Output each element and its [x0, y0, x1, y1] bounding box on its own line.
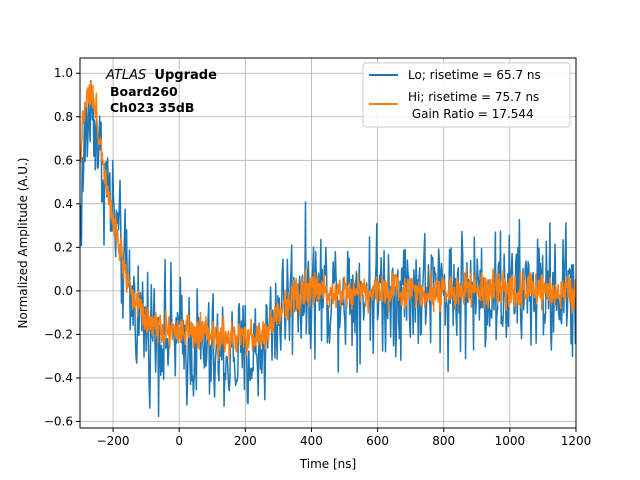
svg-text:ATLAS Upgrade: ATLAS Upgrade [105, 68, 217, 83]
y-tick-label: −0.6 [44, 414, 73, 428]
board-label: Board260 [110, 84, 178, 99]
atlas-label: ATLAS [105, 68, 146, 83]
y-tick-label: 0.6 [54, 153, 73, 167]
y-tick-label: 0.8 [54, 110, 73, 124]
x-tick-label: 200 [234, 434, 257, 448]
y-tick-label: −0.2 [44, 327, 73, 341]
x-tick-label: 800 [432, 434, 455, 448]
x-tick-label: 0 [175, 434, 183, 448]
y-tick-label: −0.4 [44, 371, 73, 385]
x-tick-label: 400 [300, 434, 323, 448]
channel-label: Ch023 35dB [110, 100, 194, 115]
x-tick-label: 1200 [561, 434, 592, 448]
x-axis-label: Time [ns] [299, 457, 356, 471]
legend-hi-gain-ratio: Gain Ratio = 17.544 [408, 107, 534, 121]
x-tick-label: 1000 [495, 434, 526, 448]
plot-frame [79, 57, 577, 429]
legend: Lo; risetime = 65.7 ns Hi; risetime = 75… [362, 62, 571, 128]
x-axis-ticks: −200 0 200 400 600 800 1000 1200 [97, 428, 592, 448]
y-tick-label: 0.2 [54, 240, 73, 254]
y-tick-label: 0.4 [54, 197, 73, 211]
legend-lo-label: Lo; risetime = 65.7 ns [408, 68, 541, 82]
y-axis-label: Normalized Amplitude (A.U.) [16, 158, 30, 329]
series-lo-line [80, 79, 576, 418]
y-tick-label: 1.0 [54, 66, 73, 80]
x-tick-label: −200 [97, 434, 130, 448]
legend-hi-label: Hi; risetime = 75.7 ns [408, 90, 539, 104]
series-hi-line [80, 81, 576, 362]
upgrade-label: Upgrade [154, 68, 217, 83]
y-axis-ticks: −0.6 −0.4 −0.2 0.0 0.2 0.4 0.6 0.8 1.0 [44, 66, 80, 428]
y-tick-label: 0.0 [54, 284, 73, 298]
series-layer [80, 79, 576, 418]
atlas-annotation: ATLAS Upgrade Board260 Ch023 35dB [105, 68, 217, 115]
legend-box [362, 62, 571, 128]
x-tick-label: 600 [366, 434, 389, 448]
